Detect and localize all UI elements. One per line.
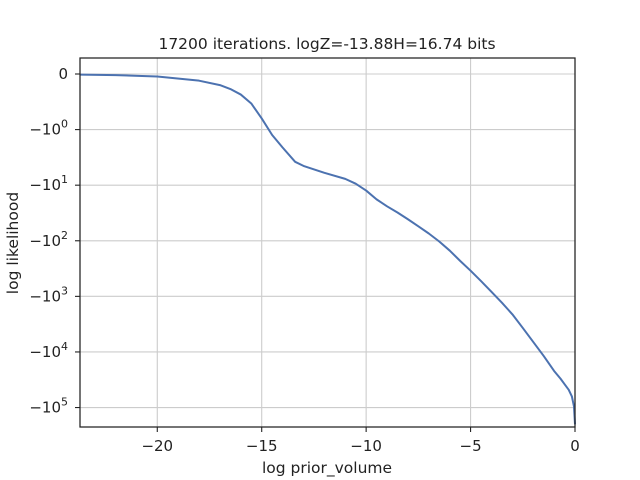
x-tick-label: −20 [141, 437, 173, 455]
x-tick-label: −15 [246, 437, 278, 455]
x-tick-label: 0 [570, 437, 580, 455]
y-tick-label: −104 [29, 340, 68, 361]
x-axis-label: log prior_volume [262, 459, 392, 478]
grid [80, 58, 576, 427]
x-tick-label: −5 [460, 437, 482, 455]
y-tick-label: −101 [29, 173, 68, 194]
x-axis: −20 −15 −10 −5 0 [141, 427, 580, 455]
chart-title: 17200 iterations. logZ=-13.88H=16.74 bit… [158, 35, 495, 53]
y-axis: 0 −100 −101 −102 −103 −104 −105 [29, 65, 80, 417]
y-axis-label: log likelihood [4, 192, 22, 294]
x-tick-label: −10 [350, 437, 382, 455]
series-group [79, 73, 576, 425]
y-tick-label: −103 [29, 284, 68, 305]
y-tick-label: −102 [29, 229, 68, 250]
y-tick-label: −100 [29, 118, 68, 139]
y-tick-label: 0 [58, 65, 68, 83]
plot-frame [79, 57, 576, 428]
y-tick-label: −105 [29, 396, 68, 417]
series-line-0 [79, 73, 576, 425]
